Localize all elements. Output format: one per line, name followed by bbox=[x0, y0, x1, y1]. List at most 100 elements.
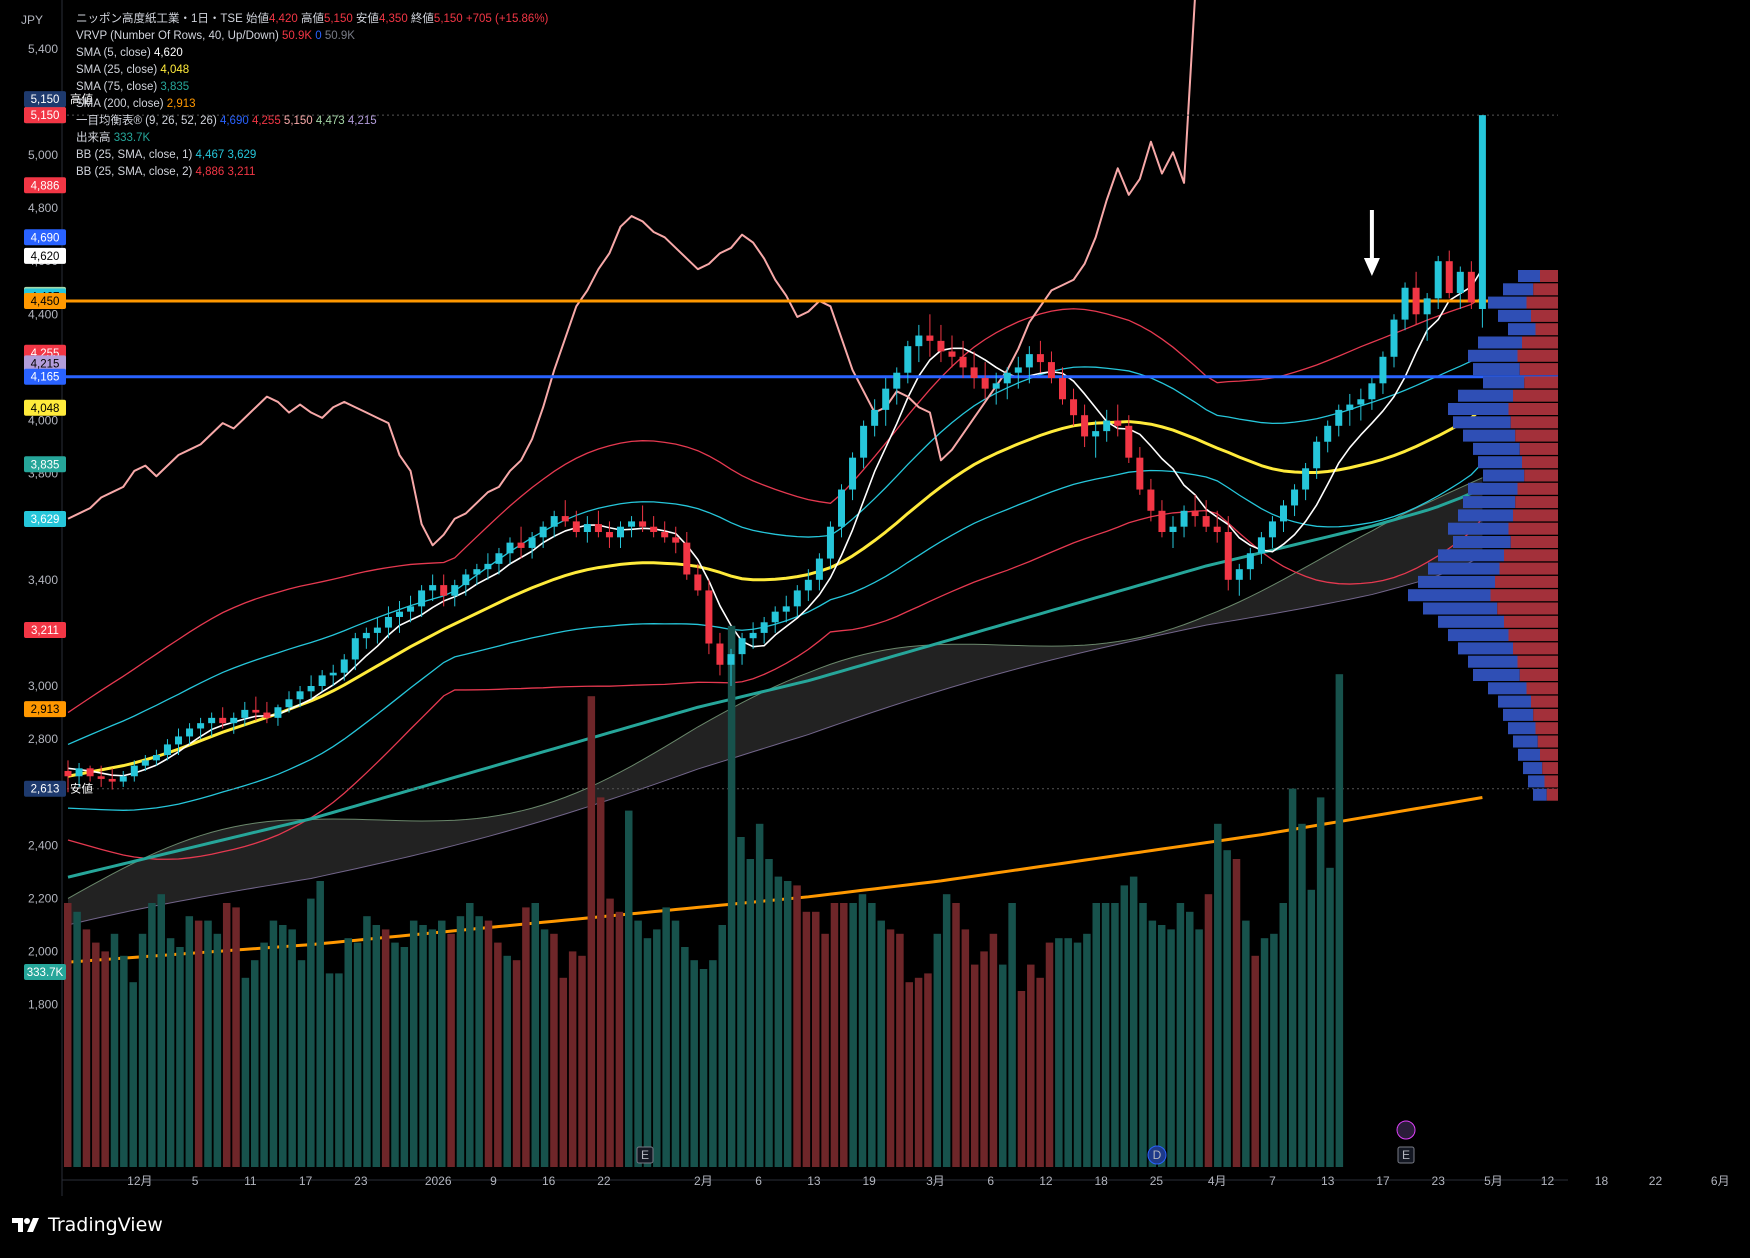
volume-bar bbox=[924, 973, 932, 1167]
volume-bar bbox=[157, 894, 165, 1167]
volume-bar bbox=[643, 938, 652, 1167]
candle-body bbox=[838, 489, 845, 527]
candle-body bbox=[815, 558, 823, 580]
price-badge: 4,886 bbox=[31, 180, 60, 192]
candle-body bbox=[1313, 441, 1321, 469]
candle-body bbox=[826, 526, 834, 559]
vp-down-row bbox=[1517, 655, 1558, 668]
volume-bar bbox=[297, 960, 306, 1167]
candle-body bbox=[429, 585, 437, 591]
vp-down-row bbox=[1531, 695, 1558, 708]
vp-down-row bbox=[1535, 323, 1558, 336]
volume-bar bbox=[494, 942, 502, 1167]
volume-bar bbox=[1101, 903, 1110, 1167]
legend-value: 5,150 bbox=[434, 13, 463, 25]
volume-bar bbox=[765, 859, 773, 1167]
volume-bar bbox=[409, 920, 418, 1167]
candle-body bbox=[1191, 510, 1199, 517]
candle-body bbox=[108, 778, 116, 782]
candle-body bbox=[804, 579, 812, 591]
price-badge: 4,215 bbox=[31, 358, 60, 370]
low-badge: 2,613 bbox=[31, 784, 60, 796]
volume-bar bbox=[1251, 955, 1259, 1167]
volume-bar bbox=[662, 907, 670, 1167]
candle-body bbox=[1213, 526, 1221, 533]
volume-bar bbox=[653, 929, 661, 1167]
candle-body bbox=[1335, 409, 1343, 426]
x-tick-label: 9 bbox=[490, 1174, 497, 1188]
x-tick-label: 12 bbox=[1039, 1174, 1053, 1188]
split-marker-icon bbox=[1396, 1120, 1416, 1140]
price-badge: 3,629 bbox=[31, 514, 60, 526]
price-badge-bg bbox=[24, 621, 66, 638]
legend-value: 終値 bbox=[408, 11, 435, 25]
x-tick-label: 19 bbox=[862, 1174, 876, 1188]
x-tick-label: 23 bbox=[1432, 1174, 1446, 1188]
currency-label: JPY bbox=[21, 13, 43, 27]
candle-body bbox=[882, 388, 890, 410]
vp-down-row bbox=[1524, 376, 1558, 389]
candle-body bbox=[1224, 532, 1232, 580]
volume-bar bbox=[120, 955, 128, 1167]
volume-bar bbox=[1045, 942, 1054, 1167]
candle-body bbox=[550, 516, 558, 527]
legend-value: 4,048 bbox=[160, 64, 189, 76]
volume-bar bbox=[812, 911, 820, 1167]
candle-body bbox=[252, 709, 260, 713]
candle-body bbox=[860, 425, 868, 458]
volume-bar bbox=[606, 898, 614, 1167]
x-tick-label: 6月 bbox=[1711, 1174, 1730, 1188]
volume-bar bbox=[1232, 859, 1241, 1167]
volume-bar bbox=[961, 929, 970, 1167]
price-badge-bg bbox=[24, 701, 66, 718]
price-badge-bg bbox=[24, 293, 66, 310]
vp-down-row bbox=[1531, 309, 1558, 322]
candle-body bbox=[1291, 489, 1299, 506]
earnings-marker-label: E bbox=[1402, 1148, 1410, 1162]
legend-value: BB (25, SMA, close, 1) bbox=[76, 149, 196, 161]
candle-body bbox=[1025, 354, 1033, 368]
price-badge: 4,048 bbox=[31, 403, 60, 415]
volume-bars bbox=[64, 625, 1344, 1167]
price-badge: 4,165 bbox=[31, 372, 60, 384]
candle-body bbox=[528, 537, 536, 548]
price-badge-bg bbox=[24, 368, 66, 385]
legend-row: 出来高 333.7K bbox=[76, 130, 150, 144]
volume-bar bbox=[260, 942, 268, 1167]
volume-bar bbox=[166, 938, 175, 1167]
legend-value: 5,150 bbox=[281, 115, 313, 127]
candle-body bbox=[1456, 271, 1464, 294]
vp-up-row bbox=[1483, 469, 1525, 482]
candle-body bbox=[163, 744, 171, 756]
volume-bar bbox=[1288, 788, 1297, 1167]
x-tick-label: 13 bbox=[807, 1174, 821, 1188]
volume-bar bbox=[475, 916, 483, 1167]
x-tick-label: 5月 bbox=[1484, 1174, 1503, 1188]
volume-bar bbox=[896, 933, 904, 1167]
legend-value: ニッポン高度紙工業・1日・TSE bbox=[76, 11, 246, 25]
volume-bar bbox=[185, 916, 194, 1167]
candles bbox=[64, 115, 1486, 793]
tradingview-brand[interactable]: TradingView bbox=[12, 1214, 163, 1236]
vp-down-row bbox=[1522, 456, 1558, 469]
candle-body bbox=[992, 383, 1000, 389]
candle-body bbox=[362, 632, 370, 639]
volume-bar bbox=[746, 859, 755, 1167]
vp-down-row bbox=[1513, 509, 1558, 522]
x-tick-label: 17 bbox=[299, 1174, 313, 1188]
volume-bar bbox=[980, 951, 988, 1167]
volume-bar bbox=[802, 911, 811, 1167]
x-tick-label: 22 bbox=[597, 1174, 611, 1188]
down-arrow-icon bbox=[1363, 210, 1380, 276]
volume-bar bbox=[1186, 911, 1194, 1167]
vp-down-row bbox=[1517, 349, 1558, 362]
legend-value: SMA (75, close) bbox=[76, 81, 160, 93]
vp-down-row bbox=[1546, 788, 1558, 801]
legend-row: BB (25, SMA, close, 2) 4,886 3,211 bbox=[76, 166, 255, 178]
volume-bar bbox=[1064, 938, 1072, 1167]
volume-bar bbox=[148, 903, 156, 1167]
volume-bar bbox=[1316, 797, 1325, 1167]
volume-bar bbox=[578, 955, 586, 1167]
candle-body bbox=[1103, 420, 1111, 432]
